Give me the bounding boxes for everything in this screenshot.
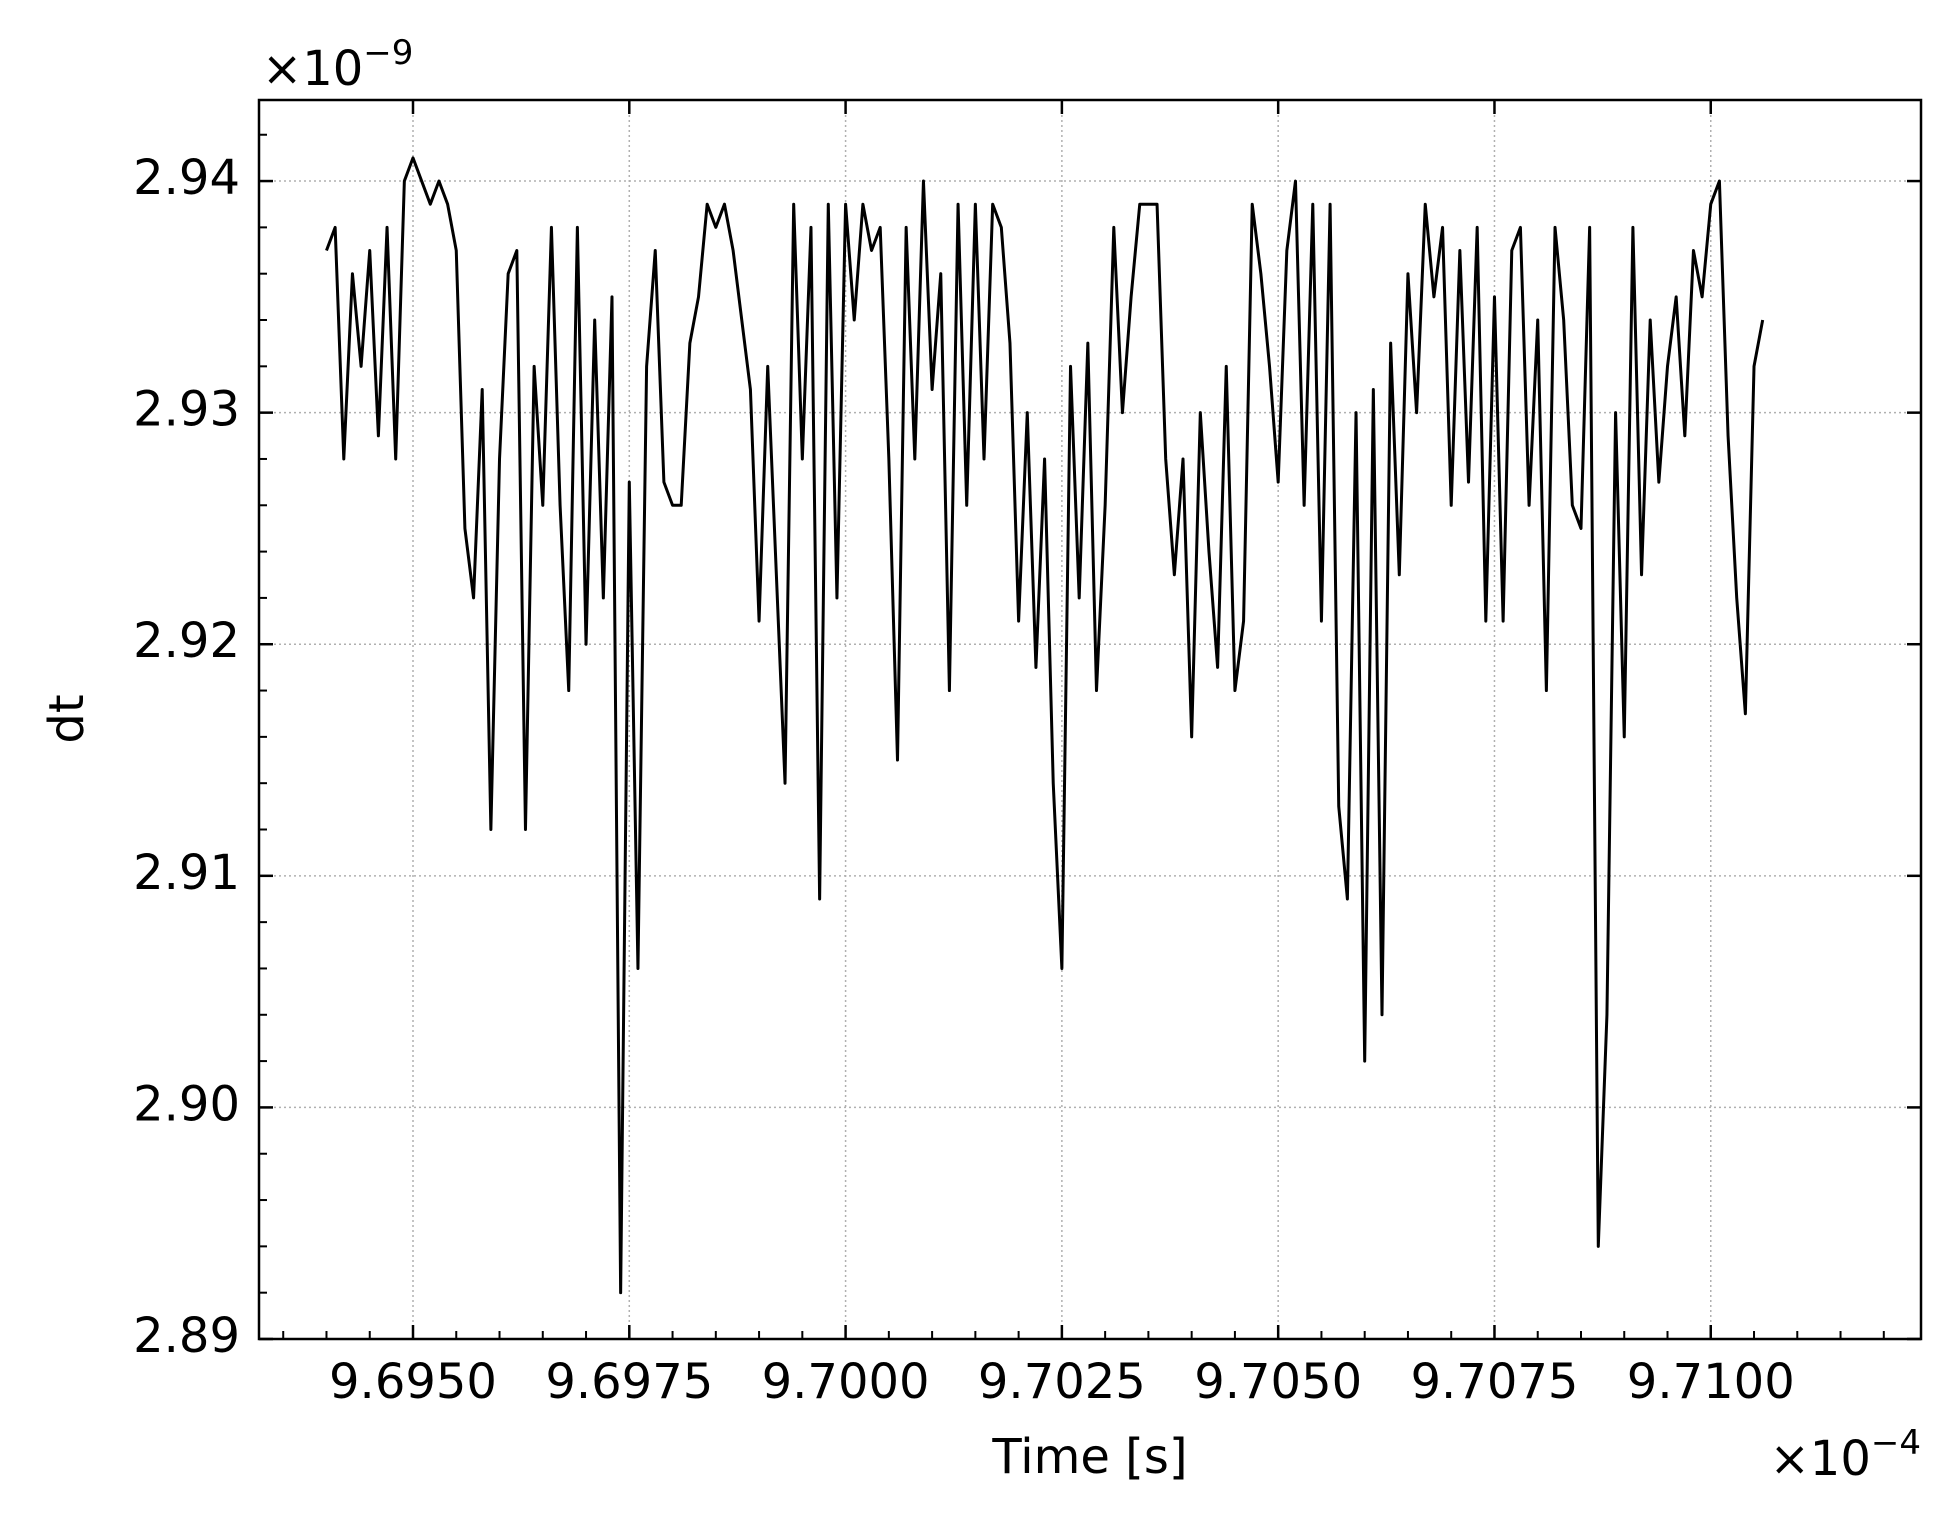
y-offset-base: ×10: [262, 41, 363, 97]
x-tick-label: 9.7075: [1410, 1354, 1578, 1410]
y-tick-label: 2.89: [133, 1308, 240, 1364]
y-tick-label: 2.93: [133, 382, 240, 438]
x-offset-base: ×10: [1770, 1431, 1871, 1487]
ticks: 9.6950 9.6975 9.7000 9.7025 9.7050 9.7075 9.71…: [133, 100, 1921, 1410]
y-offset-exponent: −9: [363, 33, 413, 73]
plot-area: [325, 156, 1765, 1295]
y-tick-label: 2.91: [133, 845, 240, 901]
x-tick-label: 9.7100: [1627, 1354, 1795, 1410]
y-tick-label: 2.90: [133, 1076, 240, 1132]
axes-frame: [257, 98, 1923, 1341]
x-offset-text: ×10−4: [1770, 1423, 1921, 1488]
x-axis-label: Time [s]: [991, 1429, 1187, 1485]
x-tick-label: 9.7050: [1194, 1354, 1362, 1410]
x-offset-exponent: −4: [1871, 1423, 1921, 1463]
x-tick-label: 9.7000: [762, 1354, 930, 1410]
x-tick-label: 9.7025: [978, 1354, 1146, 1410]
y-axis-label: dt: [39, 694, 95, 743]
x-tick-label: 9.6950: [329, 1354, 497, 1410]
y-tick-label: 2.92: [133, 613, 240, 669]
y-tick-label: 2.94: [133, 150, 240, 206]
x-tick-label: 9.6975: [545, 1354, 713, 1410]
data-line: [325, 156, 1765, 1295]
y-offset-text: ×10−9: [262, 33, 413, 98]
